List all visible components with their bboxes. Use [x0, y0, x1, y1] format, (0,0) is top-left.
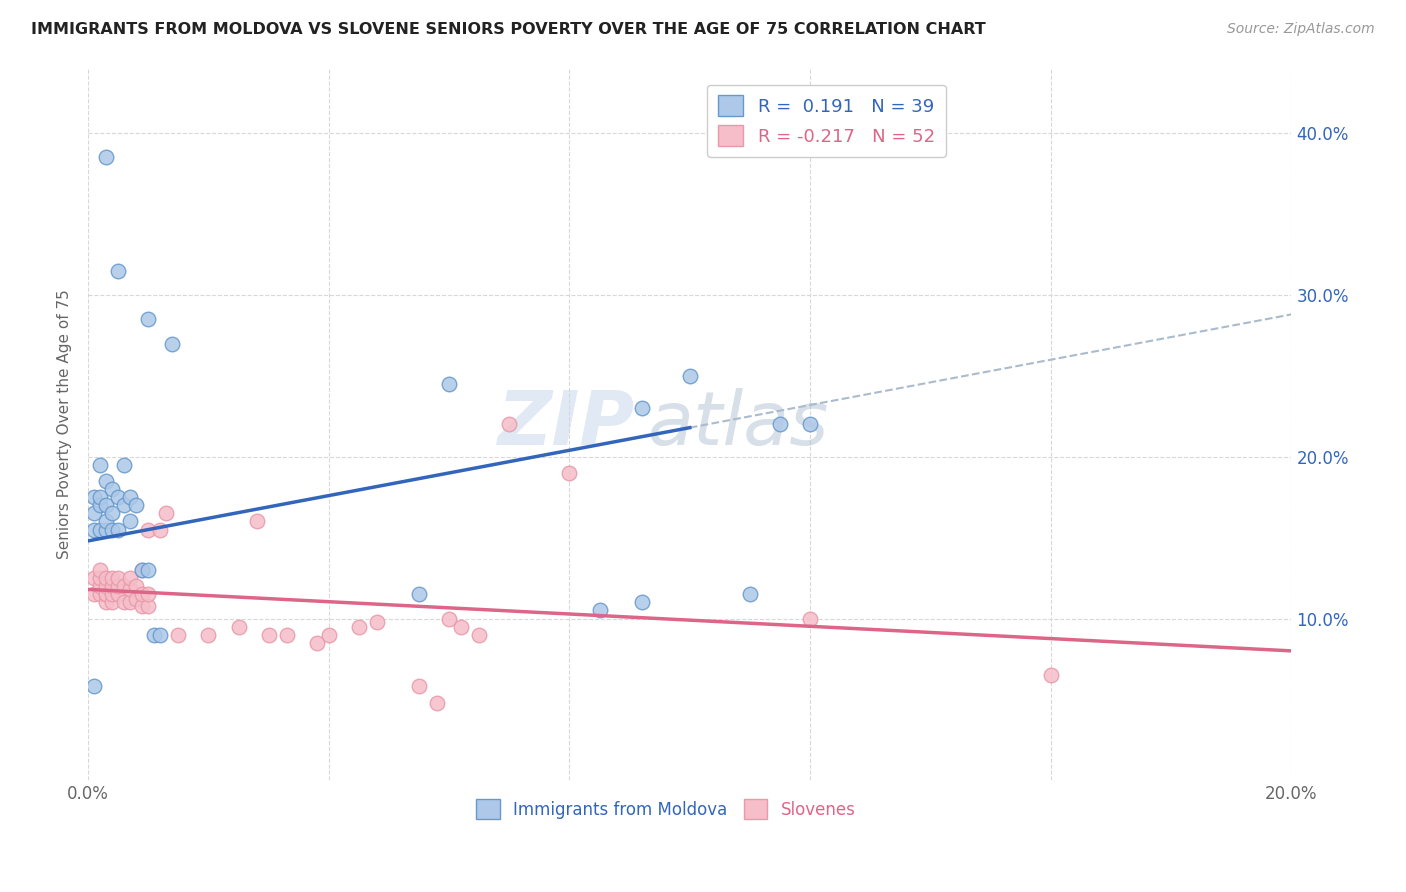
Point: [437, 611, 460, 625]
Point: [101, 523, 124, 537]
Point: [408, 680, 430, 694]
Y-axis label: Seniors Poverty Over the Age of 75: Seniors Poverty Over the Age of 75: [58, 290, 72, 559]
Point: [120, 571, 142, 585]
Point: [318, 628, 340, 642]
Point: [107, 571, 129, 585]
Point: [96, 515, 118, 529]
Point: [276, 628, 298, 642]
Point: [450, 619, 472, 633]
Point: [112, 498, 135, 512]
Point: [89, 579, 111, 593]
Point: [89, 587, 111, 601]
Point: [89, 458, 111, 472]
Point: [120, 595, 142, 609]
Point: [89, 490, 111, 504]
Point: [101, 595, 124, 609]
Point: [89, 563, 111, 577]
Point: [96, 595, 118, 609]
Point: [101, 507, 124, 521]
Point: [588, 603, 610, 617]
Point: [131, 563, 153, 577]
Point: [107, 490, 129, 504]
Point: [131, 587, 153, 601]
Point: [96, 151, 118, 165]
Text: ZIP: ZIP: [498, 388, 636, 461]
Point: [408, 587, 430, 601]
Legend: Immigrants from Moldova, Slovenes: Immigrants from Moldova, Slovenes: [470, 793, 862, 825]
Point: [679, 368, 702, 383]
Point: [167, 628, 190, 642]
Point: [96, 587, 118, 601]
Point: [1039, 668, 1062, 682]
Text: IMMIGRANTS FROM MOLDOVA VS SLOVENE SENIORS POVERTY OVER THE AGE OF 75 CORRELATIO: IMMIGRANTS FROM MOLDOVA VS SLOVENE SENIO…: [31, 22, 986, 37]
Point: [83, 571, 105, 585]
Point: [101, 482, 124, 496]
Point: [305, 636, 328, 650]
Point: [149, 523, 172, 537]
Point: [83, 523, 105, 537]
Point: [246, 515, 269, 529]
Point: [437, 376, 460, 391]
Point: [136, 312, 159, 326]
Point: [228, 619, 250, 633]
Point: [347, 619, 370, 633]
Point: [197, 628, 219, 642]
Point: [83, 507, 105, 521]
Point: [136, 587, 159, 601]
Point: [112, 579, 135, 593]
Point: [112, 458, 135, 472]
Point: [96, 474, 118, 488]
Point: [799, 417, 821, 432]
Point: [112, 595, 135, 609]
Point: [89, 498, 111, 512]
Point: [769, 417, 792, 432]
Point: [96, 587, 118, 601]
Point: [149, 628, 172, 642]
Point: [101, 571, 124, 585]
Point: [101, 579, 124, 593]
Point: [107, 264, 129, 278]
Point: [83, 490, 105, 504]
Point: [558, 466, 581, 480]
Point: [120, 490, 142, 504]
Point: [498, 417, 520, 432]
Point: [120, 582, 142, 597]
Point: [125, 579, 148, 593]
Point: [83, 587, 105, 601]
Point: [131, 563, 153, 577]
Point: [155, 507, 177, 521]
Point: [96, 498, 118, 512]
Point: [799, 611, 821, 625]
Point: [107, 587, 129, 601]
Point: [162, 336, 184, 351]
Point: [630, 595, 652, 609]
Point: [96, 523, 118, 537]
Point: [101, 587, 124, 601]
Point: [131, 599, 153, 613]
Point: [89, 571, 111, 585]
Point: [96, 571, 118, 585]
Point: [136, 523, 159, 537]
Point: [426, 696, 449, 710]
Point: [120, 515, 142, 529]
Point: [143, 628, 166, 642]
Point: [89, 523, 111, 537]
Text: Source: ZipAtlas.com: Source: ZipAtlas.com: [1227, 22, 1375, 37]
Point: [738, 587, 761, 601]
Text: atlas: atlas: [648, 388, 830, 460]
Point: [96, 579, 118, 593]
Point: [366, 615, 388, 629]
Point: [125, 592, 148, 607]
Point: [107, 579, 129, 593]
Point: [125, 498, 148, 512]
Point: [630, 401, 652, 416]
Point: [136, 599, 159, 613]
Point: [136, 563, 159, 577]
Point: [83, 680, 105, 694]
Point: [257, 628, 280, 642]
Point: [107, 523, 129, 537]
Point: [468, 628, 491, 642]
